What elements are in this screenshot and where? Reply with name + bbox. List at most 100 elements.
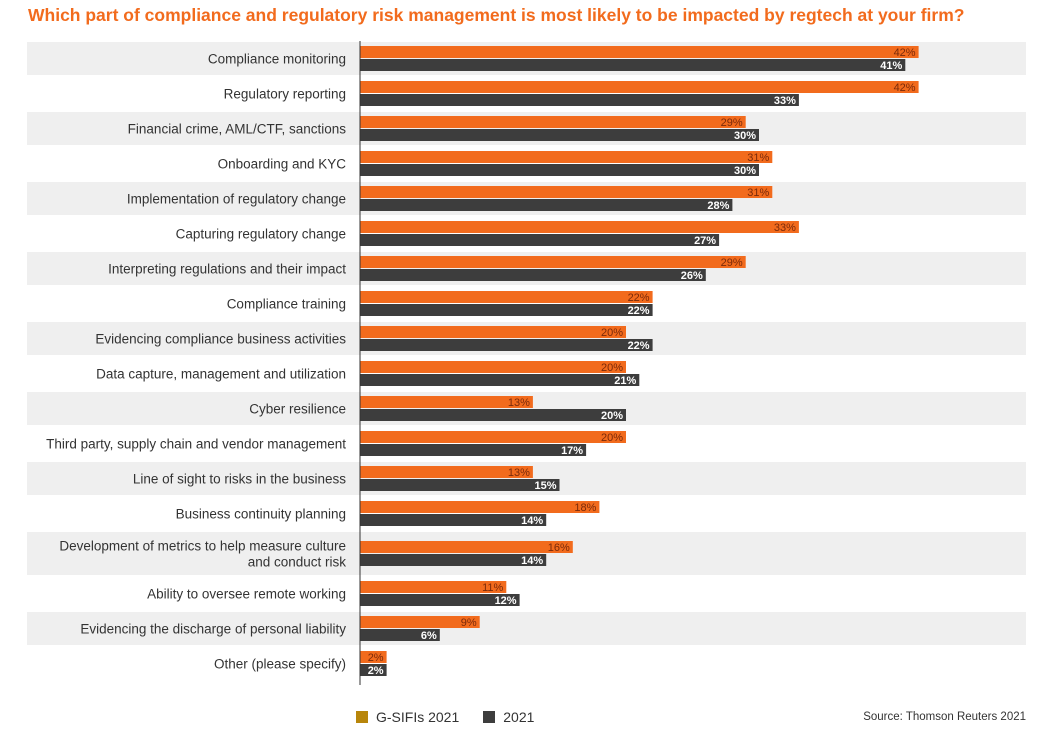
data-label-gsifi: 2% (368, 652, 384, 664)
data-label-gsifi: 20% (601, 432, 623, 444)
bar-2021 (360, 479, 560, 491)
row-band (27, 612, 1026, 645)
bar-2021 (360, 269, 706, 281)
data-label-gsifi: 29% (721, 117, 743, 129)
bar-2021 (360, 594, 520, 606)
data-label-2021: 27% (694, 235, 716, 247)
bar-gsifi (360, 361, 626, 373)
bar-gsifi (360, 431, 626, 443)
bar-2021 (360, 664, 387, 676)
data-label-2021: 26% (681, 270, 703, 282)
legend: G-SIFIs 2021 2021 (356, 709, 558, 725)
bar-2021 (360, 514, 547, 526)
data-label-2021: 14% (521, 515, 543, 527)
data-label-gsifi: 16% (548, 542, 570, 554)
bar-gsifi (360, 466, 533, 478)
category-label: Implementation of regulatory change (127, 192, 346, 207)
category-label: Capturing regulatory change (176, 227, 346, 242)
data-label-gsifi: 13% (508, 467, 530, 479)
data-label-gsifi: 31% (747, 187, 769, 199)
data-label-2021: 33% (774, 95, 796, 107)
data-label-gsifi: 42% (894, 47, 916, 59)
bar-gsifi (360, 81, 919, 93)
category-label: Compliance monitoring (208, 52, 346, 67)
category-label: Regulatory reporting (224, 87, 346, 102)
bar-gsifi (360, 186, 773, 198)
data-label-2021: 30% (734, 130, 756, 142)
bar-gsifi (360, 396, 533, 408)
legend-label-gsifi: G-SIFIs 2021 (376, 709, 460, 725)
data-label-2021: 21% (614, 375, 636, 387)
bar-2021 (360, 374, 640, 386)
legend-label-2021: 2021 (503, 709, 535, 725)
data-label-2021: 28% (707, 200, 729, 212)
bar-gsifi (360, 151, 773, 163)
bar-2021 (360, 234, 720, 246)
data-label-2021: 30% (734, 165, 756, 177)
data-label-2021: 41% (880, 60, 902, 72)
bar-gsifi (360, 581, 507, 593)
legend-item-gsifi: G-SIFIs 2021 (356, 709, 459, 725)
category-label: Onboarding and KYC (218, 157, 347, 172)
bar-gsifi (360, 326, 626, 338)
source-note: Source: Thomson Reuters 2021 (863, 711, 1026, 723)
bar-gsifi (360, 651, 387, 663)
bar-gsifi (360, 221, 799, 233)
data-label-gsifi: 13% (508, 397, 530, 409)
category-label: Business continuity planning (176, 507, 346, 522)
category-label: Interpreting regulations and their impac… (108, 262, 346, 277)
row-band (27, 532, 1026, 575)
data-label-2021: 12% (495, 595, 517, 607)
category-label: Other (please specify) (214, 657, 346, 672)
bar-gsifi (360, 501, 600, 513)
bar-gsifi (360, 616, 480, 628)
category-label: Third party, supply chain and vendor man… (46, 437, 346, 452)
data-label-2021: 15% (534, 480, 556, 492)
bar-gsifi (360, 256, 746, 268)
bar-gsifi (360, 291, 653, 303)
data-label-gsifi: 9% (461, 617, 477, 629)
data-label-2021: 14% (521, 555, 543, 567)
bar-gsifi (360, 116, 746, 128)
category-label: Compliance training (227, 297, 346, 312)
data-label-gsifi: 33% (774, 222, 796, 234)
bar-2021 (360, 129, 759, 141)
category-label: Ability to oversee remote working (147, 587, 346, 602)
bar-2021 (360, 629, 440, 641)
data-label-gsifi: 42% (894, 82, 916, 94)
chart-title: Which part of compliance and regulatory … (28, 5, 965, 25)
data-label-2021: 6% (421, 630, 437, 642)
data-label-gsifi: 20% (601, 327, 623, 339)
legend-swatch-2021 (483, 711, 496, 723)
category-label: Evidencing compliance business activitie… (95, 332, 346, 347)
bar-2021 (360, 554, 547, 566)
data-label-2021: 20% (601, 410, 623, 422)
bar-gsifi (360, 46, 919, 58)
bar-2021 (360, 94, 799, 106)
data-label-gsifi: 11% (482, 582, 503, 594)
bar-2021 (360, 409, 626, 421)
category-label: Cyber resilience (249, 402, 346, 417)
bar-chart: Compliance monitoring 42%41%Regulatory re… (27, 41, 1026, 685)
category-label: Development of metrics to help measure c… (59, 539, 346, 570)
data-label-2021: 2% (368, 665, 384, 677)
bar-2021 (360, 444, 587, 456)
bar-2021 (360, 59, 906, 71)
legend-swatch-gsifi (356, 711, 368, 723)
bar-2021 (360, 199, 733, 211)
data-label-gsifi: 31% (747, 152, 769, 164)
data-label-gsifi: 18% (574, 502, 596, 514)
category-label: Financial crime, AML/CTF, sanctions (128, 122, 347, 137)
legend-item-2021: 2021 (483, 709, 534, 725)
bar-2021 (360, 164, 759, 176)
data-label-gsifi: 22% (628, 292, 650, 304)
bar-2021 (360, 339, 653, 351)
data-label-2021: 22% (628, 340, 650, 352)
data-label-2021: 22% (628, 305, 650, 317)
data-label-gsifi: 20% (601, 362, 623, 374)
category-label: Evidencing the discharge of personal lia… (80, 622, 346, 637)
data-label-2021: 17% (561, 445, 583, 457)
bar-2021 (360, 304, 653, 316)
bar-gsifi (360, 541, 573, 553)
data-label-gsifi: 29% (721, 257, 743, 269)
